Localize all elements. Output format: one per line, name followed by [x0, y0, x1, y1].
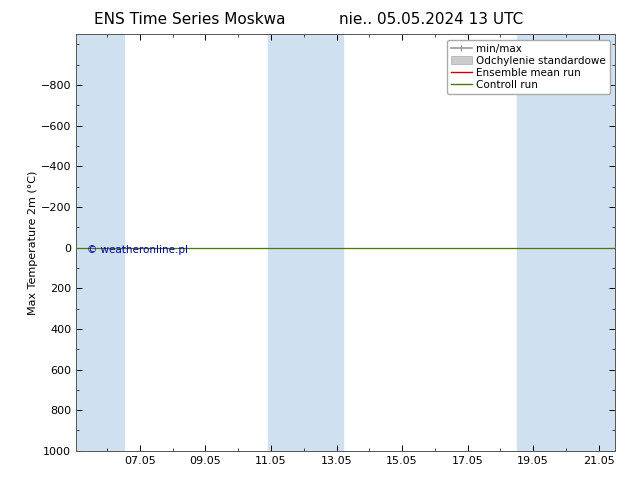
Bar [517, 34, 615, 451]
Text: nie.. 05.05.2024 13 UTC: nie.. 05.05.2024 13 UTC [339, 12, 523, 27]
Text: ENS Time Series Moskwa: ENS Time Series Moskwa [94, 12, 286, 27]
Text: © weatheronline.pl: © weatheronline.pl [87, 245, 188, 255]
Bar [268, 34, 343, 451]
Y-axis label: Max Temperature 2m (°C): Max Temperature 2m (°C) [28, 171, 38, 315]
Legend: min/max, Odchylenie standardowe, Ensemble mean run, Controll run: min/max, Odchylenie standardowe, Ensembl… [447, 40, 610, 94]
Bar [76, 34, 124, 451]
